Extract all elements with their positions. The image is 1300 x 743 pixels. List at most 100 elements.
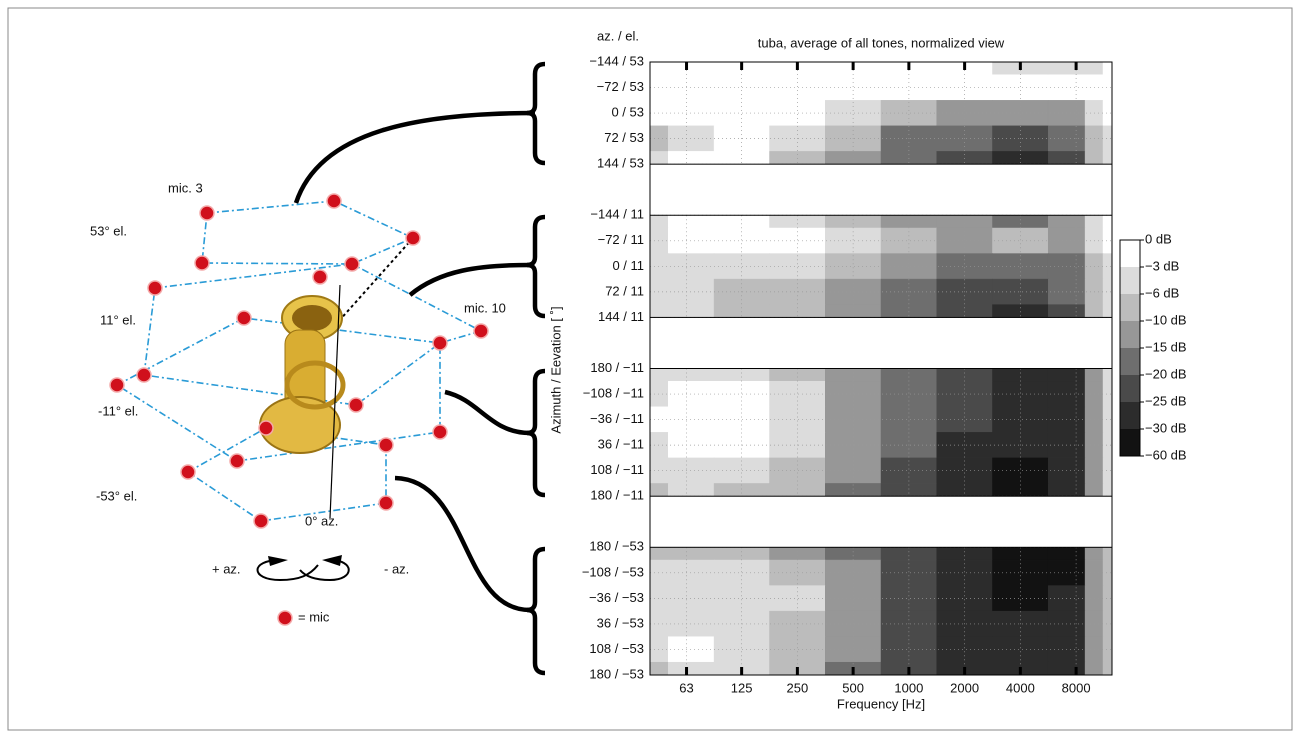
colorbar-segment <box>1120 321 1140 348</box>
plot <box>649 61 1113 676</box>
cell <box>1084 61 1104 76</box>
y-axis-label: Azimuth / Eevation [ ˚] <box>548 306 563 433</box>
cell <box>649 661 669 676</box>
cell <box>649 125 669 152</box>
y-tick-label: −72 / 11 <box>598 232 644 247</box>
cell <box>1047 547 1086 561</box>
cell <box>668 661 715 676</box>
cell <box>649 368 669 382</box>
cell <box>1047 61 1086 76</box>
y-tick-label: 144 / 11 <box>598 309 644 324</box>
cell <box>1047 661 1086 676</box>
cell <box>1102 547 1113 561</box>
cell <box>668 253 715 280</box>
cell <box>649 547 669 561</box>
az-0-line <box>329 284 341 519</box>
cell <box>668 559 715 586</box>
label: + az. <box>212 561 241 576</box>
colorbar-segment <box>1120 240 1140 267</box>
arrowhead <box>268 556 288 566</box>
cell <box>992 368 1049 382</box>
x-tick-label: 250 <box>787 680 809 695</box>
cell <box>769 368 826 382</box>
ring-m53 <box>187 427 387 522</box>
x-tick-label: 63 <box>679 680 693 695</box>
y-tick-label: 108 / −53 <box>589 641 644 656</box>
cell <box>1084 483 1104 497</box>
cell <box>649 381 669 408</box>
x-tick-label: 1000 <box>894 680 923 695</box>
cell <box>880 215 937 229</box>
y-tick-label: 144 / 53 <box>597 156 644 171</box>
y-tick-label: 72 / 53 <box>604 130 644 145</box>
colorbar-segment <box>1120 429 1140 456</box>
cell <box>1047 215 1086 229</box>
ring-m11 <box>116 317 441 462</box>
cell <box>649 278 669 305</box>
cell <box>880 636 937 663</box>
chart-title: tuba, average of all tones, normalized v… <box>758 35 1005 50</box>
cell <box>668 100 715 127</box>
y-tick-label: −72 / 53 <box>597 79 644 94</box>
x-tick-label: 125 <box>731 680 753 695</box>
cell <box>825 547 882 561</box>
cell <box>668 585 715 612</box>
cell <box>649 227 669 254</box>
label: -53° el. <box>96 488 137 503</box>
cell <box>668 406 715 433</box>
cell <box>1102 483 1113 497</box>
cell <box>1102 304 1113 318</box>
cell <box>713 74 770 101</box>
cell <box>992 215 1049 229</box>
label: - az. <box>384 561 409 576</box>
y-tick-label: −108 / −11 <box>583 385 644 400</box>
cell <box>649 100 669 127</box>
mics <box>109 193 489 529</box>
cell <box>1102 661 1113 676</box>
cell <box>649 406 669 433</box>
arrowhead <box>322 555 342 566</box>
cell <box>668 304 715 318</box>
cell <box>649 585 669 612</box>
label: 53° el. <box>90 223 127 238</box>
mic-array: mic. 3 53° el. 11° el. -11° el. -53° el.… <box>90 180 506 626</box>
cell <box>668 278 715 305</box>
mic-legend-dot <box>277 610 293 626</box>
x-tick-label: 4000 <box>1006 680 1035 695</box>
cell <box>649 151 669 165</box>
colorbar-label: −6 dB <box>1145 285 1179 300</box>
colorbar-label: −15 dB <box>1145 339 1187 354</box>
cell <box>668 61 715 76</box>
cell <box>649 432 669 459</box>
y-tick-label: 180 / −53 <box>589 666 644 681</box>
x-tick-label: 2000 <box>950 680 979 695</box>
cell <box>668 215 715 229</box>
cell <box>1102 61 1113 76</box>
cell <box>936 368 993 382</box>
cell <box>668 610 715 637</box>
y-tick-label: 180 / −53 <box>589 539 644 554</box>
cell <box>992 547 1049 561</box>
colorbar-label: −25 dB <box>1145 393 1187 408</box>
cell <box>713 227 770 254</box>
cell <box>713 547 770 561</box>
colorbar-label: −10 dB <box>1145 312 1187 327</box>
cell <box>1102 151 1113 165</box>
cell <box>1047 304 1086 318</box>
cell <box>668 432 715 459</box>
cell <box>769 457 826 484</box>
cell <box>880 547 937 561</box>
cell <box>713 215 770 229</box>
y-tick-label: −144 / 53 <box>589 53 644 68</box>
y-tick-label: −144 / 11 <box>590 207 644 222</box>
colorbar-segment <box>1120 402 1140 429</box>
cell <box>668 483 715 497</box>
y-tick-label: 0 / 53 <box>611 105 644 120</box>
cell <box>1084 547 1104 561</box>
cell <box>649 610 669 637</box>
cell <box>992 636 1049 663</box>
colorbar-label: −30 dB <box>1145 420 1187 435</box>
cell <box>649 559 669 586</box>
cell <box>713 368 770 382</box>
y-tick-label: 36 / −11 <box>598 437 644 452</box>
